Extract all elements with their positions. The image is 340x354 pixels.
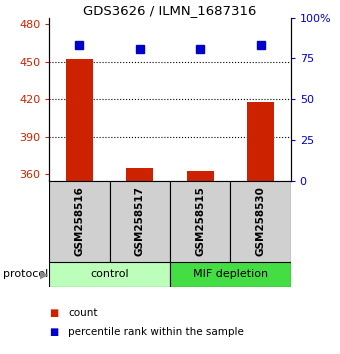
Bar: [49, 181, 109, 262]
Text: percentile rank within the sample: percentile rank within the sample: [68, 327, 244, 337]
Bar: [231, 181, 291, 262]
Text: MIF depletion: MIF depletion: [193, 269, 268, 279]
Text: ■: ■: [49, 308, 58, 318]
Text: protocol: protocol: [3, 269, 49, 279]
Text: GSM258517: GSM258517: [135, 186, 145, 256]
Title: GDS3626 / ILMN_1687316: GDS3626 / ILMN_1687316: [83, 4, 257, 17]
Bar: [126, 168, 153, 181]
Text: GSM258530: GSM258530: [256, 186, 266, 256]
Bar: [109, 181, 170, 262]
Text: ▶: ▶: [40, 269, 49, 279]
Bar: [66, 59, 93, 181]
Bar: [170, 181, 231, 262]
Text: count: count: [68, 308, 98, 318]
Text: GSM258515: GSM258515: [195, 186, 205, 256]
Bar: [49, 262, 170, 287]
Text: GSM258516: GSM258516: [74, 186, 84, 256]
Text: control: control: [90, 269, 129, 279]
Bar: [187, 171, 214, 181]
Bar: [170, 262, 291, 287]
Text: ■: ■: [49, 327, 58, 337]
Bar: [247, 102, 274, 181]
